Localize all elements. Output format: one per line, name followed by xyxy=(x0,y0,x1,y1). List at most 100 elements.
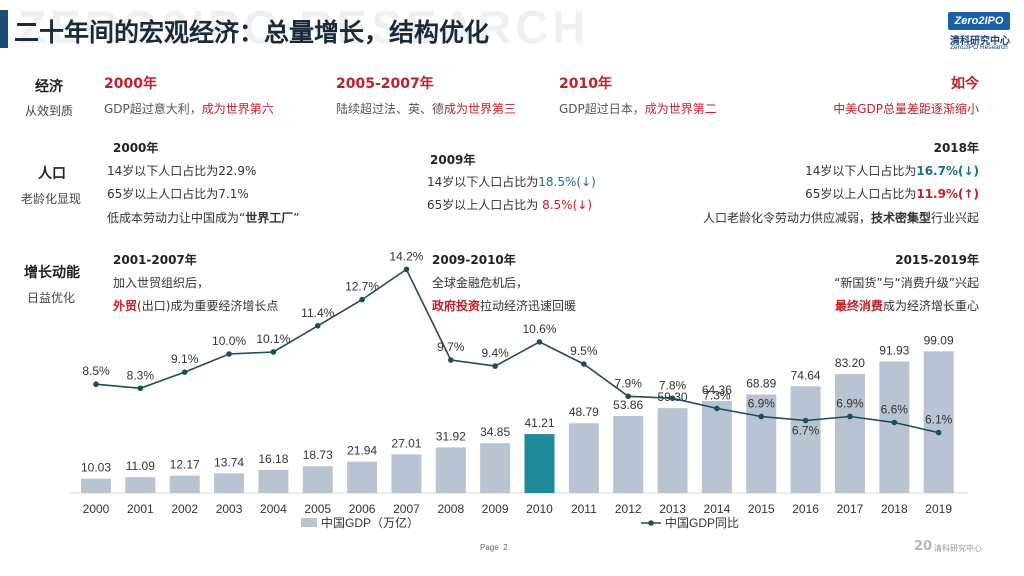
bar-value-label: 18.73 xyxy=(303,448,333,462)
bar-value-label: 74.64 xyxy=(791,368,821,382)
gdp-bar xyxy=(923,351,954,493)
growth-point xyxy=(270,349,277,355)
growth-point xyxy=(714,405,720,412)
growth-value-label: 8.3% xyxy=(127,368,155,382)
growth-value-label: 6.6% xyxy=(881,403,909,417)
x-tick-label: 2011 xyxy=(571,502,597,516)
growth-value-label: 14.2% xyxy=(389,249,423,263)
bar-value-label: 53.86 xyxy=(613,398,643,412)
x-tick-label: 2010 xyxy=(526,502,553,516)
bar-value-label: 91.93 xyxy=(879,344,909,358)
population-sub: 老龄化显现 xyxy=(21,192,82,206)
page-label: Page 2 xyxy=(480,543,508,552)
growth-value-label: 6.9% xyxy=(836,396,864,410)
growth-point xyxy=(669,395,676,402)
gdp-bar xyxy=(347,461,378,493)
x-tick-label: 2019 xyxy=(925,502,952,516)
growth-p1-line2: 外贸(出口)成为重要经济增长点 xyxy=(113,299,279,313)
growth-label: 增长动能 xyxy=(24,265,80,281)
growth-p3-line1: “新国货”与“消费升级”兴起 xyxy=(834,276,979,290)
growth-p1-line1: 加入世贸组织后， xyxy=(113,276,210,290)
growth-value-label: 9.1% xyxy=(171,352,199,366)
x-tick-label: 2013 xyxy=(659,502,686,516)
bar-value-label: 21.94 xyxy=(347,444,377,458)
gdp-bar xyxy=(81,478,111,493)
gdp-bar xyxy=(834,374,865,493)
gdp-bar xyxy=(568,423,599,493)
x-tick-label: 2000 xyxy=(83,502,110,516)
bar-value-label: 31.92 xyxy=(436,429,466,443)
economy-text-now: 中美GDP总量差距逐渐缩小 xyxy=(833,102,979,116)
growth-p2-line2: 政府投资拉动经济迅速回暖 xyxy=(432,299,577,313)
bar-value-label: 12.17 xyxy=(170,458,200,472)
gdp-bar xyxy=(258,469,289,493)
legend-line-marker xyxy=(648,520,654,526)
x-tick-label: 2003 xyxy=(216,502,243,516)
gdp-bar xyxy=(391,454,422,493)
gdp-bar xyxy=(613,415,644,493)
bar-value-label: 34.85 xyxy=(480,425,510,439)
pop-2009-year: 2009年 xyxy=(430,153,476,167)
economy-text-2010: GDP超过日本，成为世界第二 xyxy=(559,102,717,116)
growth-p1-year: 2001-2007年 xyxy=(113,253,197,267)
gdp-bar xyxy=(746,394,777,493)
x-tick-label: 2015 xyxy=(748,502,775,516)
growth-p3-year: 2015-2019年 xyxy=(895,253,979,267)
growth-value-label: 7.3% xyxy=(703,388,731,402)
economy-label: 经济 xyxy=(35,79,63,95)
economy-text-2005: 陆续超过法、英、德成为世界第三 xyxy=(336,102,517,116)
pop-2000-year: 2000年 xyxy=(113,141,159,155)
x-tick-label: 2014 xyxy=(704,502,731,516)
bar-value-label: 13.74 xyxy=(214,455,244,469)
growth-value-label: 11.4% xyxy=(301,306,334,320)
growth-value-label: 10.0% xyxy=(212,334,246,348)
bar-value-label: 41.21 xyxy=(524,416,554,430)
logo-en-text: Zero2IPO Research xyxy=(950,44,1008,51)
title-accent-bar xyxy=(0,10,8,48)
pop-2000-line1: 14岁以下人口占比为22.9% xyxy=(107,164,257,178)
bar-value-label: 11.09 xyxy=(126,459,155,473)
x-tick-label: 2007 xyxy=(393,502,420,516)
pop-2000-line2: 65岁以上人口占比为7.1% xyxy=(107,187,249,201)
gdp-bar xyxy=(790,386,821,493)
growth-point xyxy=(935,429,942,436)
pop-2009-line1: 14岁以下人口占比为18.5%(↓) xyxy=(427,175,596,189)
zero2ipo-logo: Zero2IPO xyxy=(948,12,1010,30)
pop-2018-line3: 人口老龄化令劳动力供应减弱，技术密集型行业兴起 xyxy=(702,211,979,225)
x-tick-label: 2012 xyxy=(615,502,642,516)
economy-year-2005: 2005-2007年 xyxy=(336,76,434,92)
bar-value-label: 64.36 xyxy=(702,383,732,397)
growth-value-label: 6.9% xyxy=(748,396,776,410)
growth-value-label: 6.1% xyxy=(925,413,953,427)
growth-p2-line1: 全球金融危机后， xyxy=(432,276,529,290)
x-tick-label: 2009 xyxy=(482,502,509,516)
growth-value-label: 8.5% xyxy=(82,364,110,378)
logo-cn-text: 清科研究中心 xyxy=(950,36,1010,47)
growth-point xyxy=(758,413,765,420)
gdp-bar xyxy=(125,477,156,493)
economy-sub: 从效到质 xyxy=(25,104,74,118)
x-tick-label: 2005 xyxy=(304,502,331,516)
bar-value-label: 99.09 xyxy=(924,333,954,347)
bar-value-label: 16.18 xyxy=(258,452,288,466)
gdp-bar xyxy=(169,475,200,493)
growth-point xyxy=(536,339,543,345)
footer-logo-number: 20 xyxy=(914,539,933,554)
growth-point xyxy=(359,296,365,303)
growth-point xyxy=(403,266,410,273)
pop-2009-line2: 65岁以上人口占比为 8.5%(↓) xyxy=(427,198,592,212)
growth-value-label: 10.6% xyxy=(522,322,556,336)
gdp-bar xyxy=(879,361,910,493)
growth-point xyxy=(448,357,454,363)
gdp-bar xyxy=(214,473,245,493)
x-tick-label: 2004 xyxy=(260,502,287,516)
bar-value-label: 27.01 xyxy=(391,436,421,450)
growth-point xyxy=(581,361,587,367)
x-tick-label: 2008 xyxy=(437,502,464,516)
growth-point xyxy=(802,417,809,424)
growth-point xyxy=(891,419,898,426)
growth-p2-year: 2009-2010年 xyxy=(432,253,516,267)
growth-value-label: 6.7% xyxy=(792,423,820,437)
economy-year-now: 如今 xyxy=(951,76,979,92)
growth-point xyxy=(625,393,631,400)
